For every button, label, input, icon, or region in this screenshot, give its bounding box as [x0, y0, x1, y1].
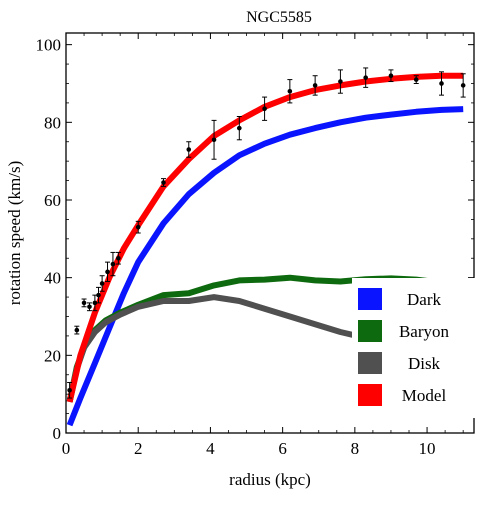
data-point-marker [237, 125, 242, 131]
data-point-marker [135, 224, 141, 230]
y-tick-label: 80 [44, 113, 61, 132]
y-tick-label: 40 [44, 269, 61, 288]
legend-item-model: Model [358, 384, 446, 406]
legend-label: Disk [408, 354, 441, 373]
plot-frame [65, 32, 475, 434]
data-point [388, 69, 394, 83]
data-point-marker [262, 106, 267, 112]
data-point [110, 251, 116, 277]
data-point [105, 261, 111, 283]
data-point-marker [81, 300, 87, 306]
legend-swatch [358, 320, 382, 342]
data-point-marker [87, 304, 92, 310]
data-point-marker [96, 292, 101, 298]
data-point-marker [287, 88, 293, 94]
data-point-marker [116, 255, 121, 261]
data-point-marker [460, 83, 466, 88]
data-point-marker [439, 81, 444, 86]
y-tick-label: 60 [44, 191, 61, 210]
data-point-marker [186, 147, 192, 152]
legend-swatch [358, 384, 382, 406]
legend-item-dark: Dark [358, 288, 441, 310]
x-tick-label: 0 [62, 439, 71, 458]
legend-swatch [358, 352, 382, 374]
data-point [363, 67, 369, 88]
data-point-marker [388, 73, 394, 79]
data-point-marker [363, 75, 368, 80]
legend-label: Baryon [399, 322, 450, 341]
data-point-marker [67, 387, 72, 393]
data-point [86, 302, 92, 312]
x-tick-label: 4 [206, 439, 215, 458]
data-point-marker [338, 79, 343, 84]
data-point [236, 115, 242, 141]
data-point [160, 178, 166, 187]
data-point [312, 75, 318, 96]
data-point [287, 79, 293, 104]
x-axis-title: radius (kpc) [229, 470, 311, 489]
data-point [460, 73, 466, 98]
data-point-marker [110, 261, 116, 267]
data-point [81, 298, 87, 308]
data-point [439, 71, 445, 96]
data-point-marker [74, 327, 80, 333]
data-point [211, 119, 217, 160]
data-point [337, 69, 343, 94]
y-tick-label: 0 [53, 424, 62, 443]
chart-title: NGC5585 [246, 9, 312, 26]
x-tick-label: 2 [134, 439, 143, 458]
data-point-marker [105, 269, 110, 275]
data-point-marker [92, 300, 98, 306]
legend-label: Model [402, 386, 447, 405]
legend-item-disk: Disk [358, 352, 441, 374]
data-point-marker [312, 83, 318, 88]
data-point [99, 275, 105, 292]
y-tick-label: 20 [44, 346, 61, 365]
y-tick-label: 100 [36, 36, 62, 55]
data-point [92, 294, 98, 312]
y-axis-title: rotation speed (km/s) [5, 161, 24, 305]
x-tick-label: 10 [419, 439, 436, 458]
x-tick-label: 8 [351, 439, 360, 458]
data-point-marker [211, 137, 217, 143]
x-tick-label: 6 [278, 439, 287, 458]
data-point [67, 382, 73, 399]
series-line-dark [66, 106, 464, 427]
data-point [95, 286, 101, 304]
legend: Dark Baryon Disk Model [352, 278, 478, 418]
legend-label: Dark [407, 290, 441, 309]
data-point-marker [161, 180, 166, 185]
data-point [115, 251, 121, 265]
data-point [135, 220, 141, 234]
observations-layer [67, 67, 466, 399]
data-point [413, 75, 419, 84]
data-point-marker [99, 281, 105, 286]
legend-item-baryon: Baryon [358, 320, 450, 342]
data-point [186, 141, 192, 158]
data-point-marker [413, 77, 419, 82]
legend-swatch [358, 288, 382, 310]
data-point [262, 96, 268, 121]
data-point [74, 325, 80, 335]
